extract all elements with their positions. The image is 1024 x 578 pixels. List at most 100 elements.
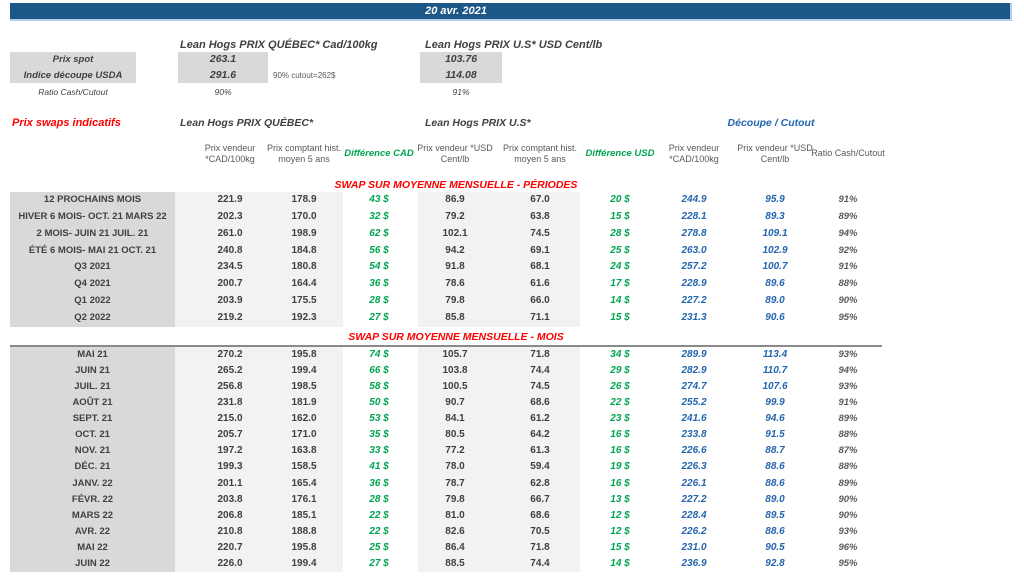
cell-qc_hist: 199.4 [291,365,317,377]
spot-row-label: Indice découpe USDA [23,70,123,81]
table-row: JANV. 22 201.1 165.4 36 $ 78.7 62.8 16 $ 226.1 8… [0,476,1024,492]
cell-diff_cad: 66 $ [369,365,389,377]
cell-qc_hist: 192.3 [291,311,317,323]
cell-qc_hist: 171.0 [291,429,317,441]
cell-diff_usd: 28 $ [610,227,630,239]
cell-diff_usd: 16 $ [610,477,630,489]
cell-cut_cad: 241.6 [681,413,707,425]
cell-diff_usd: 16 $ [610,429,630,441]
spot-row-ratio: Ratio Cash/Cutout 90% 91% [0,85,1024,100]
cell-cut_cad: 289.9 [681,349,707,360]
cell-qc_hist: 165.4 [291,477,317,489]
cell-ratio: 95% [838,311,858,323]
cell-cut_cad: 226.3 [681,461,707,473]
cell-us_sell: 86.4 [445,541,465,553]
cell-cut_usd: 88.6 [765,525,785,537]
cell-ratio: 96% [838,541,858,553]
cell-ratio: 94% [838,227,858,239]
table-row: MARS 22 206.8 185.1 22 $ 81.0 68.6 12 $ 228.4 89… [0,508,1024,524]
group-title-cutout: Découpe / Cutout [727,117,815,129]
cell-cut_cad: 233.8 [681,429,707,441]
cell-label: Q4 2021 [74,278,111,290]
section-title-mois: SWAP SUR MOYENNE MENSUELLE - MOIS [348,331,564,343]
cell-us_hist: 62.8 [530,477,550,489]
cell-label: AVR. 22 [74,525,111,537]
cell-qc_hist: 181.9 [291,397,317,409]
cell-us_sell: 80.5 [445,429,465,441]
cell-diff_usd: 15 $ [610,210,630,222]
group-title-us: Lean Hogs PRIX U.S* [425,117,531,129]
cell-cut_cad: 227.2 [681,493,707,505]
cell-qc_hist: 199.4 [291,557,317,569]
cell-us_sell: 79.2 [445,210,465,222]
cell-cut_cad: 263.0 [681,244,707,256]
table-row: 2 MOIS- JUIN 21 JUIL. 21 261.0 198.9 62 $ 10… [0,226,1024,243]
cell-cut_usd: 99.9 [765,397,785,409]
cell-label: NOV. 21 [74,445,111,457]
cell-qc_sell: 199.3 [217,461,243,473]
cell-ratio: 90% [838,509,858,521]
spot-us-value: 103.76 [444,53,478,65]
cell-us_sell: 88.5 [445,557,465,569]
cell-qc_sell: 231.8 [217,397,243,409]
cell-ratio: 93% [838,349,858,360]
spot-us-ratio: 91% [452,87,470,97]
header-ratio: Ratio Cash/Cutout [811,148,885,159]
header-diff-usd: Différence USD [585,148,655,160]
spot-row-label: Ratio Cash/Cutout [38,87,108,97]
cell-qc_sell: 197.2 [217,445,243,457]
cell-cut_cad: 231.0 [681,541,707,553]
cell-cut_cad: 255.2 [681,397,707,409]
spot-row-prix-spot: Prix spot 263.1 103.76 [0,52,1024,67]
header-diff-cad: Différence CAD [344,148,414,160]
cell-qc_sell: 210.8 [217,525,243,537]
quebec-columns-background [175,347,343,572]
header-cutout-usd: Prix vendeur *USD Cent/lb [737,142,813,164]
cell-cut_cad: 226.6 [681,445,707,457]
cell-ratio: 94% [838,365,858,377]
cell-ratio: 90% [838,493,858,505]
cell-cut_usd: 100.7 [762,261,788,273]
table-row: ÉTÉ 6 MOIS- MAI 21 OCT. 21 240.8 184.8 56 $… [0,243,1024,260]
cell-cut_cad: 231.3 [681,311,707,323]
cell-us_hist: 61.6 [530,278,550,290]
cutout-note: 90% cutout=262$ [273,71,336,80]
cell-us_hist: 70.5 [530,525,550,537]
cell-label: JUIN 21 [75,365,110,377]
cell-qc_hist: 188.8 [291,525,317,537]
cell-diff_usd: 25 $ [610,244,630,256]
cell-us_hist: 61.3 [530,445,550,457]
section-title-periodes: SWAP SUR MOYENNE MENSUELLE - PÉRIODES [334,179,578,191]
cell-diff_usd: 13 $ [610,493,630,505]
cell-diff_usd: 14 $ [610,295,630,307]
cell-diff_cad: 35 $ [369,429,389,441]
cell-qc_hist: 164.4 [291,278,317,290]
cell-diff_usd: 26 $ [610,381,630,393]
cell-qc_hist: 175.5 [291,295,317,307]
cell-cut_cad: 236.9 [681,557,707,569]
report-date: 20 avr. 2021 [425,5,487,17]
table-row: JUIN 22 226.0 199.4 27 $ 88.5 74.4 14 $ 236.9 92… [0,556,1024,572]
table-row: MAI 21 270.2 195.8 74 $ 105.7 71.8 34 $ 289.9 11… [0,347,1024,363]
cell-label: Q2 2022 [74,311,111,323]
cell-ratio: 91% [838,397,858,409]
cell-us_sell: 78.0 [445,461,465,473]
cell-diff_cad: 27 $ [369,311,389,323]
header-us-sell: Prix vendeur *USD Cent/lb [417,142,493,164]
cell-us_sell: 103.8 [442,365,468,377]
cell-cut_usd: 89.5 [765,509,785,521]
cell-diff_usd: 12 $ [610,525,630,537]
cell-diff_usd: 17 $ [610,278,630,290]
cell-ratio: 90% [838,295,858,307]
table-section-mois: MAI 21 270.2 195.8 74 $ 105.7 71.8 34 $ 289.9 11… [0,347,1024,572]
cell-us_hist: 68.6 [530,397,550,409]
cell-diff_usd: 22 $ [610,397,630,409]
us-columns-background [418,347,580,572]
cell-us_sell: 84.1 [445,413,465,425]
cell-cut_usd: 102.9 [762,244,788,256]
spot-quebec-cell-background [178,52,268,83]
cell-label: MAI 22 [77,541,108,553]
cell-diff_cad: 36 $ [369,477,389,489]
cell-label: OCT. 21 [75,429,110,441]
table-row: OCT. 21 205.7 171.0 35 $ 80.5 64.2 16 $ 233.8 91… [0,427,1024,443]
